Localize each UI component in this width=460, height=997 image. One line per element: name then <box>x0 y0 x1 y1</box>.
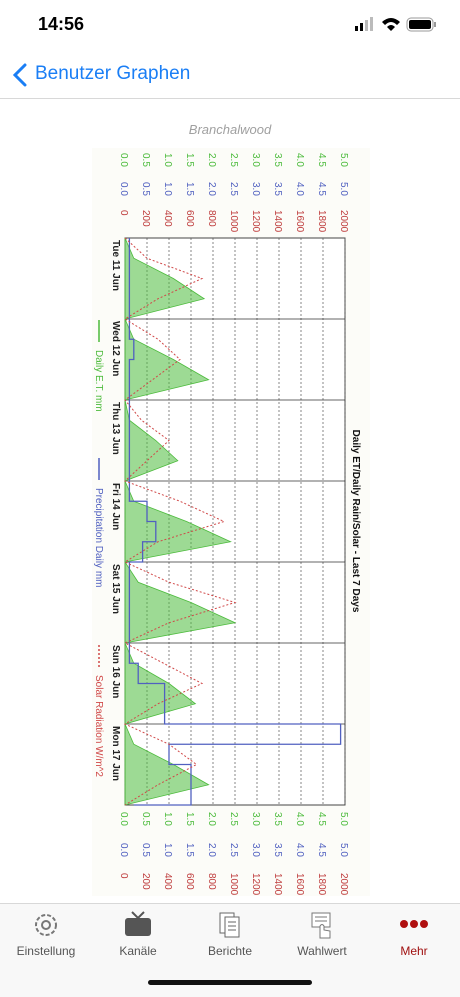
tick-label: 3.5 <box>272 843 283 857</box>
tick-label: 1.5 <box>184 182 195 196</box>
tab-label: Einstellung <box>16 944 76 958</box>
tick-label: 0.0 <box>118 153 129 167</box>
tick-label: 1.5 <box>184 153 195 167</box>
day-label: Fri 14 Jun <box>110 483 121 530</box>
tick-label: 0.5 <box>140 182 151 196</box>
tick-label: 200 <box>140 873 151 890</box>
tick-label: 4.5 <box>316 182 327 196</box>
tick-label: 1800 <box>316 873 327 896</box>
tick-label: 0 <box>118 873 129 879</box>
tick-label: 2.5 <box>228 182 239 196</box>
tick-label: 400 <box>162 873 173 890</box>
legend-label: Daily E.T. mm <box>93 350 104 412</box>
day-label: Sun 16 Jun <box>110 645 121 698</box>
tick-label: 0.0 <box>118 812 129 826</box>
chart: 0.0 0.0 0.5 0.5 1.0 1.0 1.5 1.5 2.0 2.0 2.5 2.5 3.0 3… <box>93 153 361 896</box>
tick-label: 3.5 <box>272 812 283 826</box>
tick-label: 3.0 <box>250 153 261 167</box>
chart-title: Daily ET/Daily Rain/Solar - Last 7 Days <box>350 430 361 613</box>
day-label: Sat 15 Jun <box>110 564 121 614</box>
day-label: Thu 13 Jun <box>110 402 121 455</box>
tab-label: Mehr <box>400 944 428 958</box>
tab-icon <box>311 912 331 939</box>
tick-label: 1400 <box>272 210 283 233</box>
tick-label: 1.0 <box>162 182 173 196</box>
tick-label: 0.5 <box>140 153 151 167</box>
tick-label: 5.0 <box>338 812 349 826</box>
legend-label: Solar Radiation W/m^2 <box>93 675 104 777</box>
solar-line <box>123 237 237 806</box>
tab-label: Kanäle <box>119 944 157 958</box>
tick-label: 200 <box>140 210 151 227</box>
tick-label: 800 <box>206 873 217 890</box>
tick-label: 1200 <box>250 873 261 896</box>
tick-label: 2000 <box>338 210 349 233</box>
tick-label: 600 <box>184 873 195 890</box>
tick-label: 1000 <box>228 873 239 896</box>
tick-label: 1200 <box>250 210 261 233</box>
day-label: Wed 12 Jun <box>110 321 121 376</box>
et-area <box>124 237 237 806</box>
graph-caption: Branchalwood <box>188 122 272 137</box>
tick-label: 400 <box>162 210 173 227</box>
tick-label: 3.5 <box>272 153 283 167</box>
tick-label: 4.0 <box>294 843 305 857</box>
tick-label: 1800 <box>316 210 327 233</box>
tick-label: 800 <box>206 210 217 227</box>
tick-label: 5.0 <box>338 153 349 167</box>
tick-label: 2.0 <box>206 843 217 857</box>
tick-label: 0.0 <box>118 843 129 857</box>
tick-label: 1000 <box>228 210 239 233</box>
tick-label: 4.0 <box>294 153 305 167</box>
tick-label: 2.0 <box>206 153 217 167</box>
tick-label: 2.0 <box>206 182 217 196</box>
tick-label: 1600 <box>294 210 305 233</box>
tick-label: 0.0 <box>118 182 129 196</box>
tick-label: 3.0 <box>250 843 261 857</box>
back-chevron[interactable] <box>12 63 28 87</box>
day-label: Tue 11 Jun <box>110 240 121 291</box>
tick-label: 3.5 <box>272 182 283 196</box>
nav-bar: Benutzer Graphen <box>0 50 460 99</box>
precip-line <box>128 238 342 806</box>
tick-label: 5.0 <box>338 182 349 196</box>
tick-label: 1.5 <box>184 843 195 857</box>
tab-icon <box>219 912 240 938</box>
tick-label: 2.5 <box>228 812 239 826</box>
tick-label: 4.5 <box>316 843 327 857</box>
day-label: Mon 17 Jun <box>110 726 121 781</box>
tick-label: 1.0 <box>162 812 173 826</box>
tick-label: 0.5 <box>140 843 151 857</box>
tick-label: 2000 <box>338 873 349 896</box>
status-icons <box>355 17 436 32</box>
tick-label: 2.5 <box>228 153 239 167</box>
tick-label: 1.5 <box>184 812 195 826</box>
tick-label: 0 <box>118 210 129 216</box>
tick-label: 4.5 <box>316 812 327 826</box>
home-indicator <box>148 980 312 985</box>
tab-icon <box>35 914 57 936</box>
tick-label: 4.0 <box>294 182 305 196</box>
tick-label: 0.5 <box>140 812 151 826</box>
tick-label: 4.5 <box>316 153 327 167</box>
tick-label: 3.0 <box>250 812 261 826</box>
tick-label: 3.0 <box>250 182 261 196</box>
tick-label: 1.0 <box>162 153 173 167</box>
tab-icon <box>125 911 151 936</box>
tick-label: 2.5 <box>228 843 239 857</box>
tick-label: 600 <box>184 210 195 227</box>
tab-label: Berichte <box>207 944 253 958</box>
back-button[interactable]: Benutzer Graphen <box>35 63 191 84</box>
tick-label: 2.0 <box>206 812 217 826</box>
tick-label: 1400 <box>272 873 283 896</box>
status-time: 14:56 <box>38 14 85 34</box>
tick-label: 5.0 <box>338 843 349 857</box>
tick-label: 1.0 <box>162 843 173 857</box>
tab-label: Wahlwert <box>297 944 347 958</box>
tab-icon <box>400 920 428 928</box>
tick-label: 1600 <box>294 873 305 896</box>
tick-label: 4.0 <box>294 812 305 826</box>
legend-label: Precipitation Daily mm <box>93 488 104 587</box>
